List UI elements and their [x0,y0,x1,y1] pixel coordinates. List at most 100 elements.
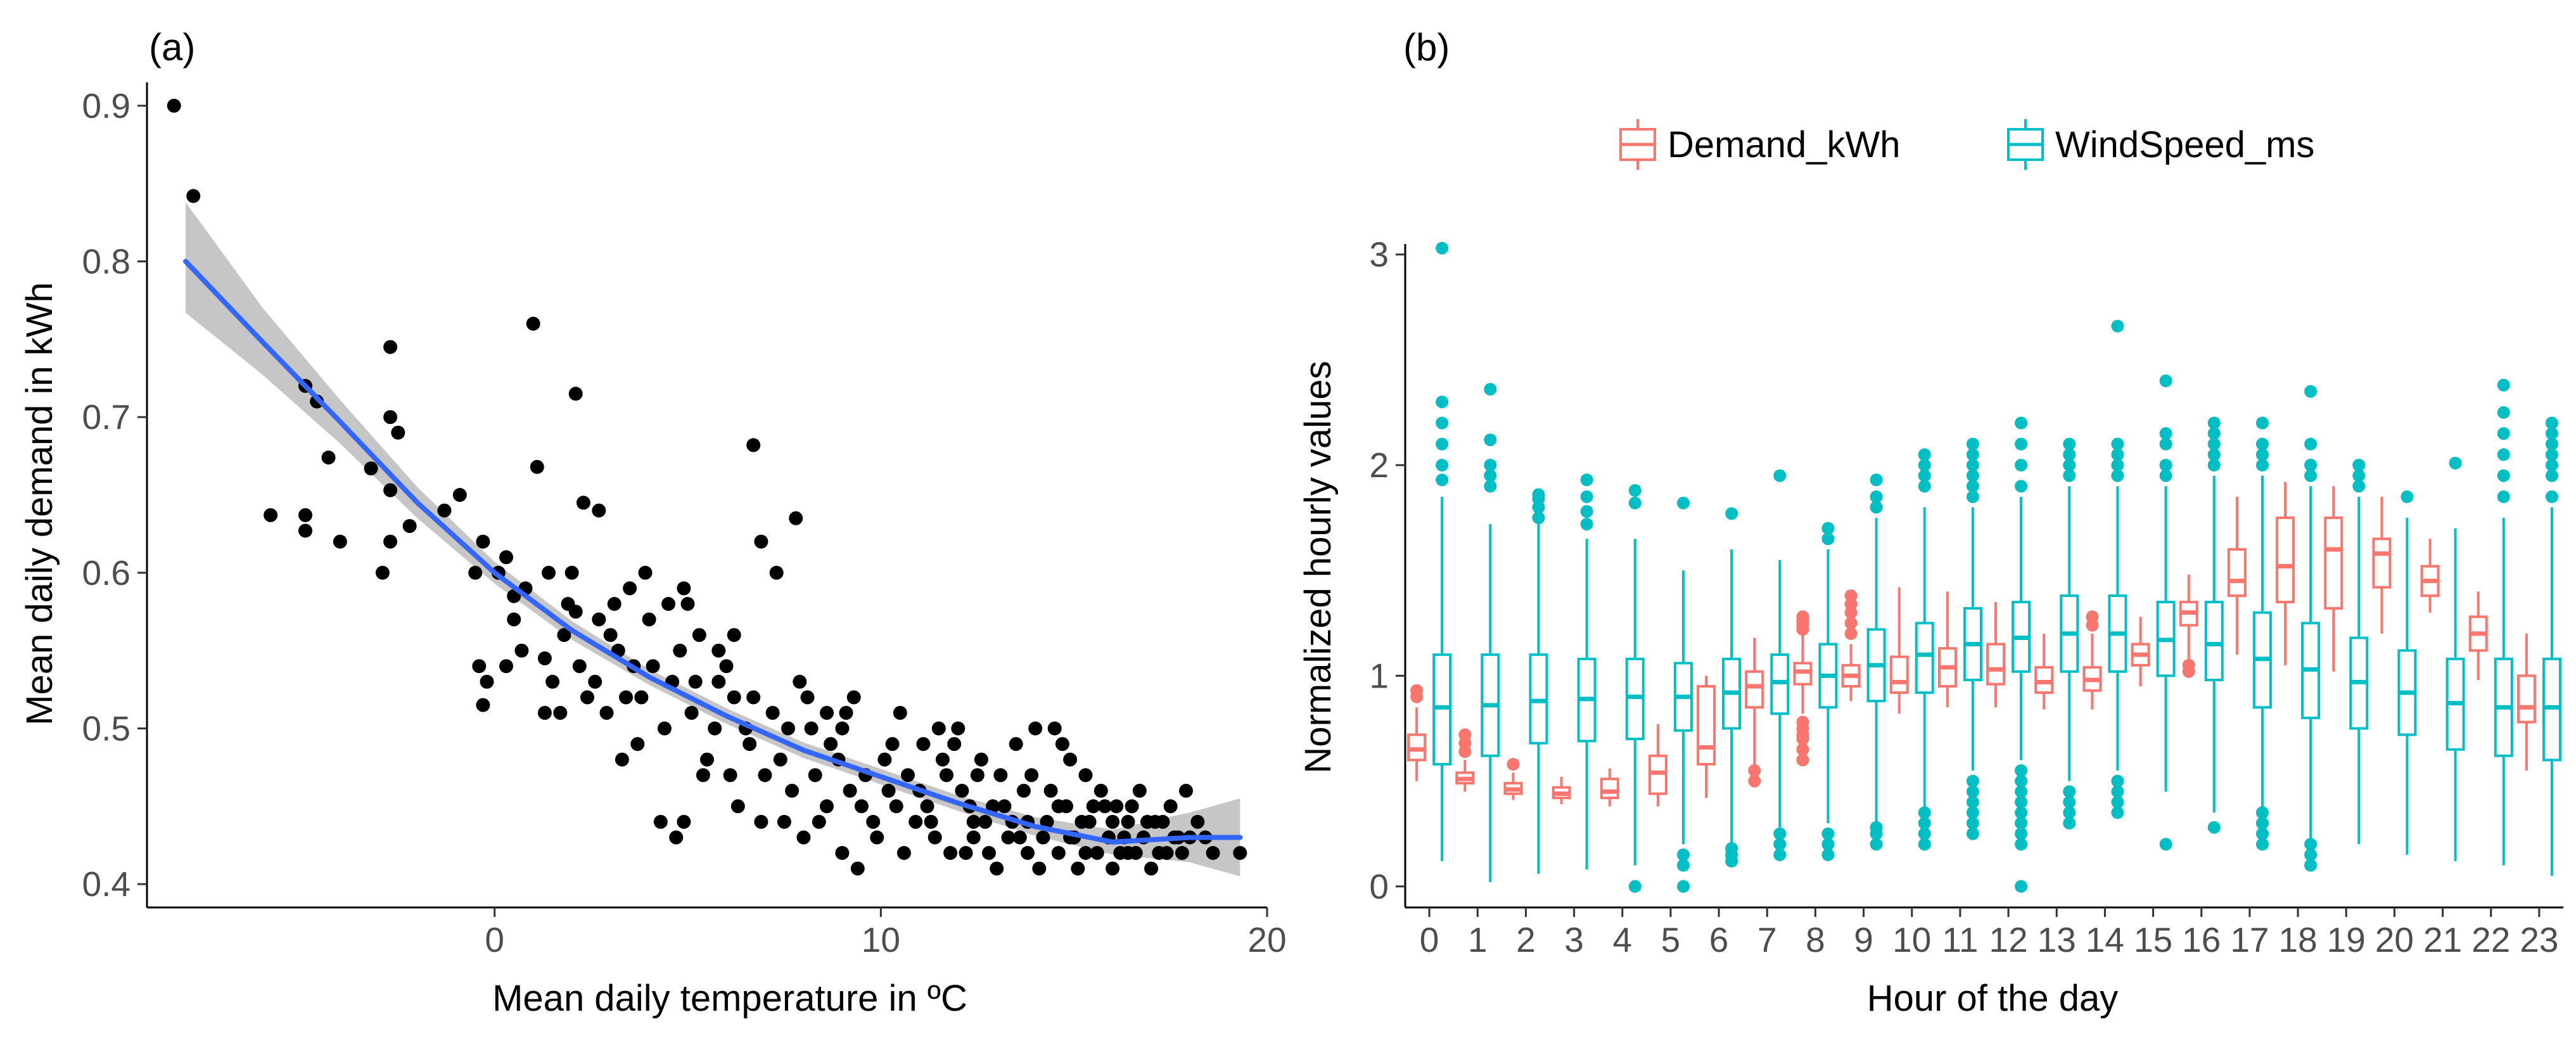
a-data-point [564,565,579,580]
b-outlier-point [1966,827,1979,840]
a-data-point [1051,846,1066,860]
a-data-point [542,565,556,580]
a-data-point [1063,752,1078,767]
b-outlier-point [2255,838,2269,851]
a-data-point [711,643,726,658]
a-data-point [1163,799,1178,814]
b-outlier-point [1821,827,1835,840]
a-data-point [881,783,896,798]
a-data-point [727,628,741,643]
b-outlier-point [2207,416,2221,430]
b-outlier-point [2111,774,2124,788]
b-outlier-point [1918,827,1931,840]
a-data-point [572,659,587,674]
a-data-point [901,768,915,783]
b-box-body [2227,548,2247,598]
b-outlier-point [1844,589,1858,603]
b-outlier-point [1436,241,1449,255]
b-outlier-point [2159,427,2172,440]
b-outlier-point [2063,785,2076,798]
b-outlier-point [1410,684,1424,697]
a-data-point [955,783,969,798]
b-outlier-point [1821,522,1835,535]
a-data-point [893,705,907,720]
a-data-point [1024,768,1039,783]
a-data-point [1036,830,1050,845]
b-x-tick-label: 19 [2327,920,2366,959]
b-box-body [1986,643,2006,686]
b-outlier-point [1676,859,1690,872]
a-data-point [1144,861,1159,876]
a-data-point [653,814,668,829]
b-outlier-point [1821,848,1835,861]
b-outlier-point [2159,459,2172,471]
a-data-point [1051,799,1066,814]
a-data-point [696,768,710,783]
b-outlier-point [2545,469,2558,482]
b-outlier-point [1628,484,1642,497]
a-data-point [835,721,850,736]
b-x-tick-label: 14 [2086,920,2124,959]
b-outlier-point [1628,880,1642,893]
b-x-tick-label: 4 [1612,920,1632,959]
b-outlier-point [2015,416,2028,430]
b-legend: Demand_kWh WindSpeed_ms [1619,119,2314,170]
a-data-point [877,752,892,767]
a-y-tick-label: 0.8 [82,242,131,281]
b-box-body [1889,655,1909,694]
b-outlier-point [1918,806,1931,819]
b-box-body [1697,685,1716,766]
b-boxes-group [1407,241,2561,893]
b-legend-item-Demand_kWh: Demand_kWh [1619,119,1900,170]
b-box-body [2276,516,2295,604]
b-outlier-point [1458,728,1472,741]
b-box-WindSpeed_ms-7 [1770,469,1790,861]
b-outlier-point [2015,827,2028,840]
b-x-tick-label: 18 [2278,920,2317,959]
a-data-point [940,768,953,783]
b-outlier-point [1870,490,1883,503]
a-data-point [669,830,684,845]
b-box-Demand_kWh-2 [1503,758,1523,800]
a-data-point [383,410,398,425]
b-y-tick-label: 0 [1369,867,1389,906]
a-data-point [889,799,903,814]
a-data-point [982,846,996,860]
a-data-point [1032,861,1047,876]
b-box-Demand_kWh-17 [2227,496,2247,655]
b-outlier-point [2015,785,2028,798]
b-box-Demand_kWh-1 [1455,728,1475,792]
a-data-point [468,565,483,580]
b-outlier-point [1436,459,1449,471]
a-data-point [769,565,784,580]
a-data-point [978,814,992,829]
b-outlier-point [2304,469,2318,482]
b-x-tick-label: 12 [1989,920,2027,959]
b-y-axis-label: Normalized hourly values [1298,361,1339,773]
b-outlier-point [1532,488,1545,501]
a-fit-line-group [183,259,1243,845]
b-outlier-point [2015,437,2028,451]
a-data-point [630,737,645,752]
a-data-point [966,830,981,845]
b-box-Demand_kWh-7 [1745,638,1764,788]
a-data-point [321,451,336,465]
b-box-WindSpeed_ms-1 [1481,383,1500,883]
b-outlier-point [2352,469,2366,482]
b-outlier-point [2545,437,2558,451]
a-data-point [896,846,911,860]
b-box-body [1745,670,1764,709]
b-box-WindSpeed_ms-10 [1915,448,1934,851]
a-data-point [1159,846,1174,860]
a-data-point [1094,783,1108,798]
a-data-point [824,737,838,752]
a-data-point [754,814,768,829]
b-box-WindSpeed_ms-8 [1818,522,1838,861]
b-outlier-point [2111,437,2124,451]
a-data-point [947,737,962,752]
panel-a-label: (a) [149,26,195,68]
a-data-point [298,508,312,522]
a-data-point [839,705,853,720]
